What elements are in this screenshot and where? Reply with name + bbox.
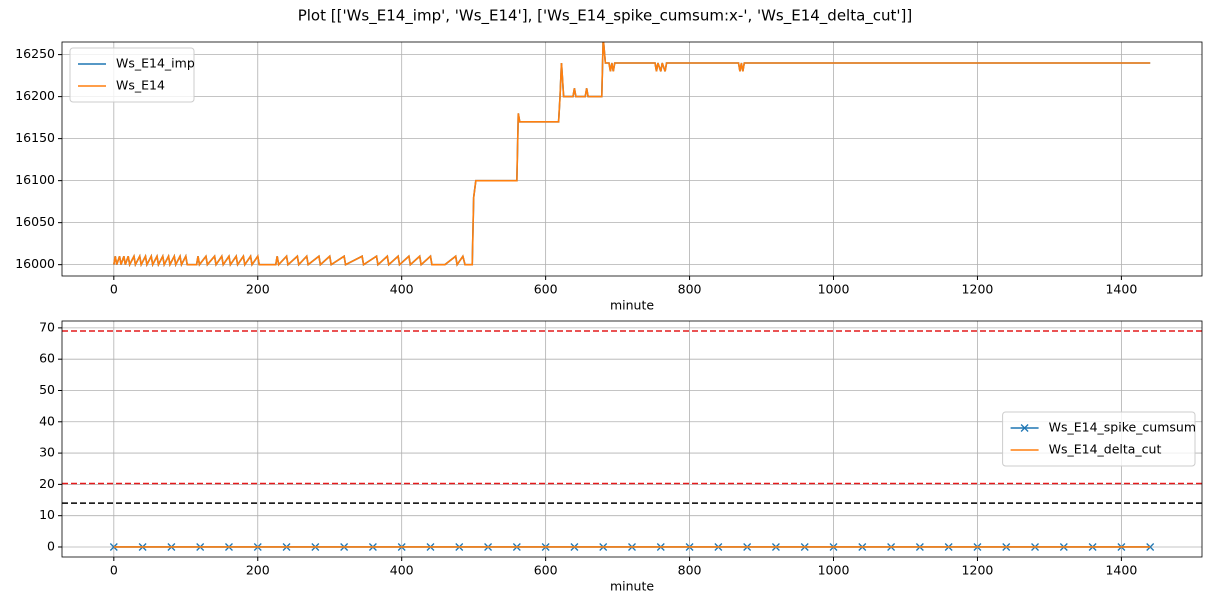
legend-label: Ws_E14_delta_cut (1049, 442, 1162, 457)
y-tick-label: 20 (39, 476, 55, 491)
x-tick-label: 1400 (1105, 282, 1137, 297)
y-tick-label: 16000 (15, 256, 55, 271)
y-tick-label: 60 (39, 351, 55, 366)
x-tick-label: 600 (534, 282, 558, 297)
axes: 0 200 400 600 800 1000 1200 1400 0 10 20 30 40 50 60 70… (39, 319, 1203, 594)
x-tick-label: 1400 (1105, 563, 1137, 578)
x-axis-label: minute (610, 298, 654, 313)
y-tick-label: 10 (39, 507, 55, 522)
y-tick-label: 16050 (15, 214, 55, 229)
y-tick-label: 16250 (15, 46, 55, 61)
series-line (113, 42, 1151, 268)
y-tick-label: 16100 (15, 172, 55, 187)
x-tick-label: 1000 (818, 563, 850, 578)
y-tick-label: 16200 (15, 88, 55, 103)
figure-title: Plot [['Ws_E14_imp', 'Ws_E14'], ['Ws_E14… (298, 7, 913, 26)
axes-frame (61, 41, 1203, 277)
legend: Ws_E14_spike_cumsum Ws_E14_delta_cut (1002, 411, 1196, 467)
axes: 0 200 400 600 800 1000 1200 1400 16000 16050 16100… (15, 41, 1203, 313)
x-tick-label: 400 (390, 563, 414, 578)
x-tick-label: 0 (110, 563, 118, 578)
x-tick-label: 800 (678, 282, 702, 297)
marker (1146, 543, 1155, 551)
y-tick-label: 50 (39, 382, 55, 397)
legend-label: Ws_E14_imp (116, 56, 195, 71)
x-tick-label: 1200 (962, 282, 994, 297)
x-tick-label: 1200 (962, 563, 994, 578)
x-tick-label: 200 (246, 563, 270, 578)
legend: Ws_E14_imp Ws_E14 (69, 47, 195, 103)
x-tick-label: 200 (246, 282, 270, 297)
marker (109, 543, 118, 551)
y-tick-label: 40 (39, 413, 55, 428)
y-tick-label: 0 (47, 538, 55, 553)
x-axis-label: minute (610, 579, 654, 594)
y-tick-label: 16150 (15, 130, 55, 145)
legend-label: Ws_E14 (116, 78, 165, 93)
legend-label: Ws_E14_spike_cumsum (1049, 420, 1196, 435)
x-tick-label: 600 (534, 563, 558, 578)
x-tick-label: 0 (110, 282, 118, 297)
legend-box (1002, 411, 1196, 467)
legend-box (69, 47, 195, 103)
x-tick-label: 1000 (818, 282, 850, 297)
legend-marker (1020, 424, 1029, 432)
y-tick-label: 70 (39, 319, 55, 334)
x-tick-label: 800 (678, 563, 702, 578)
series-line (113, 42, 1151, 268)
y-tick-label: 30 (39, 445, 55, 460)
x-tick-label: 400 (390, 282, 414, 297)
axes-frame (61, 320, 1203, 558)
